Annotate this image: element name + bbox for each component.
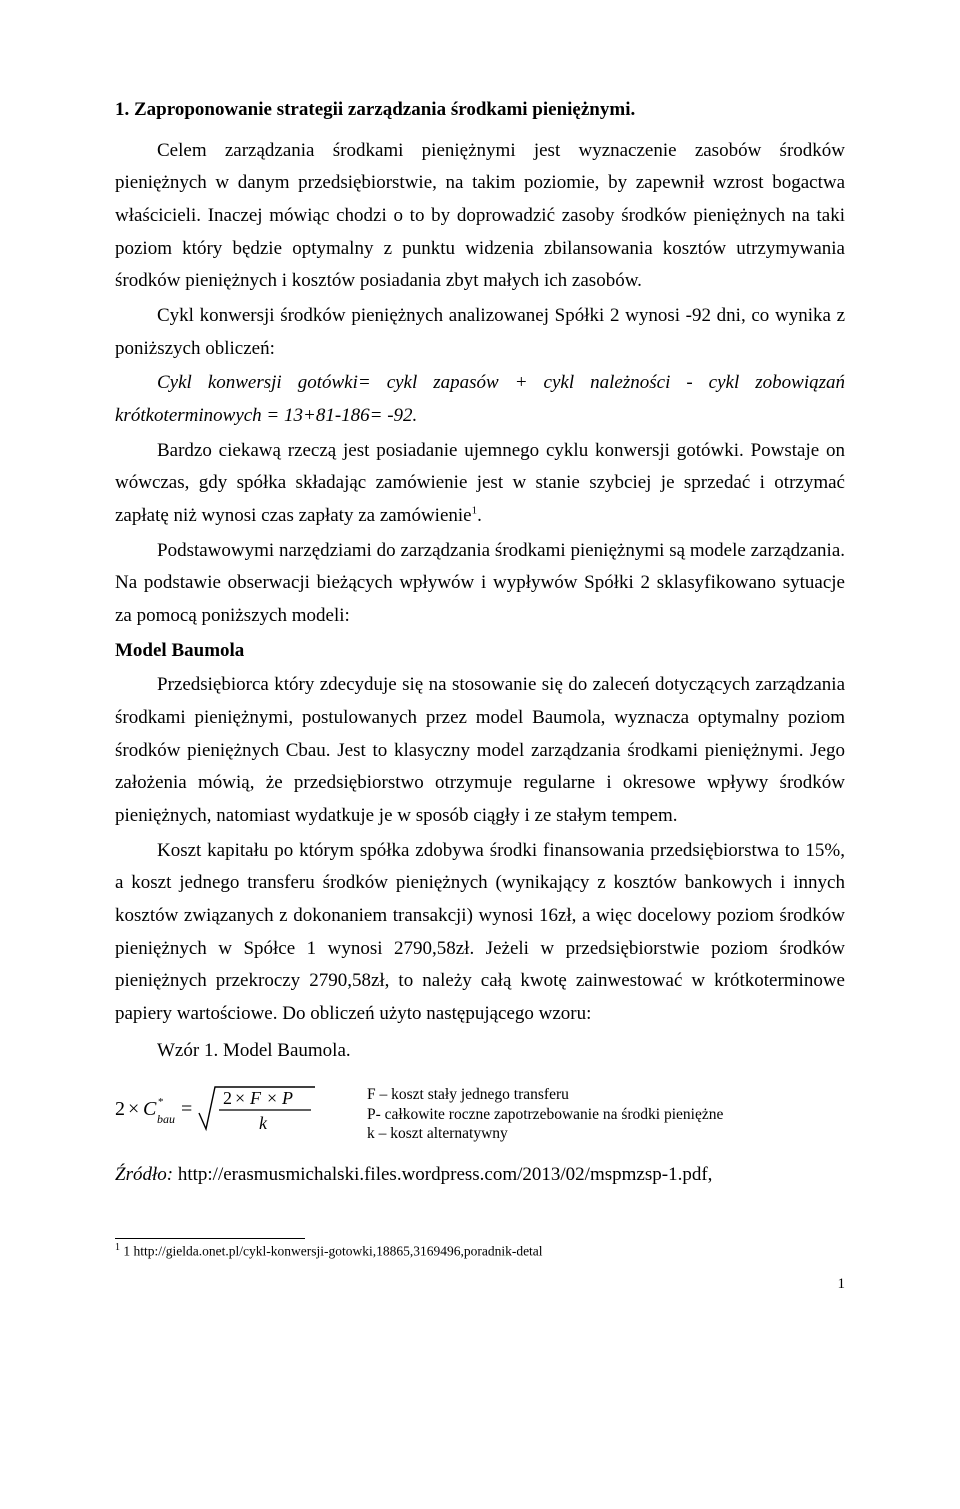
paragraph-baumol-calc: Koszt kapitału po którym spółka zdobywa … <box>115 835 845 1031</box>
svg-text:bau: bau <box>157 1112 175 1126</box>
formula-legend: F – koszt stały jednego transferu P- cał… <box>367 1085 723 1143</box>
paragraph-formula-text: Cykl konwersji gotówki= cykl zapasów + c… <box>115 367 845 432</box>
paragraph-negative-cycle-end: . <box>477 505 482 526</box>
svg-text:×: × <box>128 1098 139 1120</box>
formula-baumol: 2 × C * bau = 2 × F × P k <box>115 1077 319 1151</box>
model-baumola-label: Model Baumola <box>115 635 845 668</box>
footnote-separator <box>115 1238 305 1239</box>
source-label: Źródło: <box>115 1164 173 1185</box>
svg-text:F: F <box>249 1088 262 1108</box>
svg-text:*: * <box>158 1096 164 1108</box>
svg-text:×: × <box>235 1088 245 1108</box>
svg-text:C: C <box>143 1098 157 1120</box>
svg-text:2: 2 <box>115 1098 125 1120</box>
paragraph-tools: Podstawowymi narzędziami do zarządzania … <box>115 535 845 633</box>
svg-text:P: P <box>281 1088 293 1108</box>
source-line: Źródło: http://erasmusmichalski.files.wo… <box>115 1159 845 1192</box>
page-number: 1 <box>115 1272 845 1298</box>
svg-text:×: × <box>267 1088 277 1108</box>
svg-text:k: k <box>259 1113 268 1133</box>
paragraph-cycle-intro: Cykl konwersji środków pieniężnych anali… <box>115 300 845 365</box>
footnote-1: 1 1 http://gielda.onet.pl/cykl-konwersji… <box>115 1241 845 1260</box>
formula-row: 2 × C * bau = 2 × F × P k F – koszt stał… <box>115 1077 845 1151</box>
section-heading: 1. Zaproponowanie strategii zarządzania … <box>115 94 845 127</box>
formula-label: Wzór 1. Model Baumola. <box>115 1035 845 1068</box>
source-url: http://erasmusmichalski.files.wordpress.… <box>173 1164 712 1185</box>
legend-line-k: k – koszt alternatywny <box>367 1124 723 1143</box>
legend-line-p: P- całkowite roczne zapotrzebowanie na ś… <box>367 1105 723 1124</box>
svg-text:2: 2 <box>223 1088 232 1108</box>
paragraph-baumol-desc: Przedsiębiorca który zdecyduje się na st… <box>115 669 845 832</box>
footnote-text: 1 http://gielda.onet.pl/cykl-konwersji-g… <box>120 1243 543 1258</box>
svg-text:=: = <box>181 1098 192 1120</box>
legend-line-f: F – koszt stały jednego transferu <box>367 1085 723 1104</box>
paragraph-intro: Celem zarządzania środkami pieniężnymi j… <box>115 135 845 298</box>
paragraph-negative-cycle: Bardzo ciekawą rzeczą jest posiadanie uj… <box>115 435 845 533</box>
